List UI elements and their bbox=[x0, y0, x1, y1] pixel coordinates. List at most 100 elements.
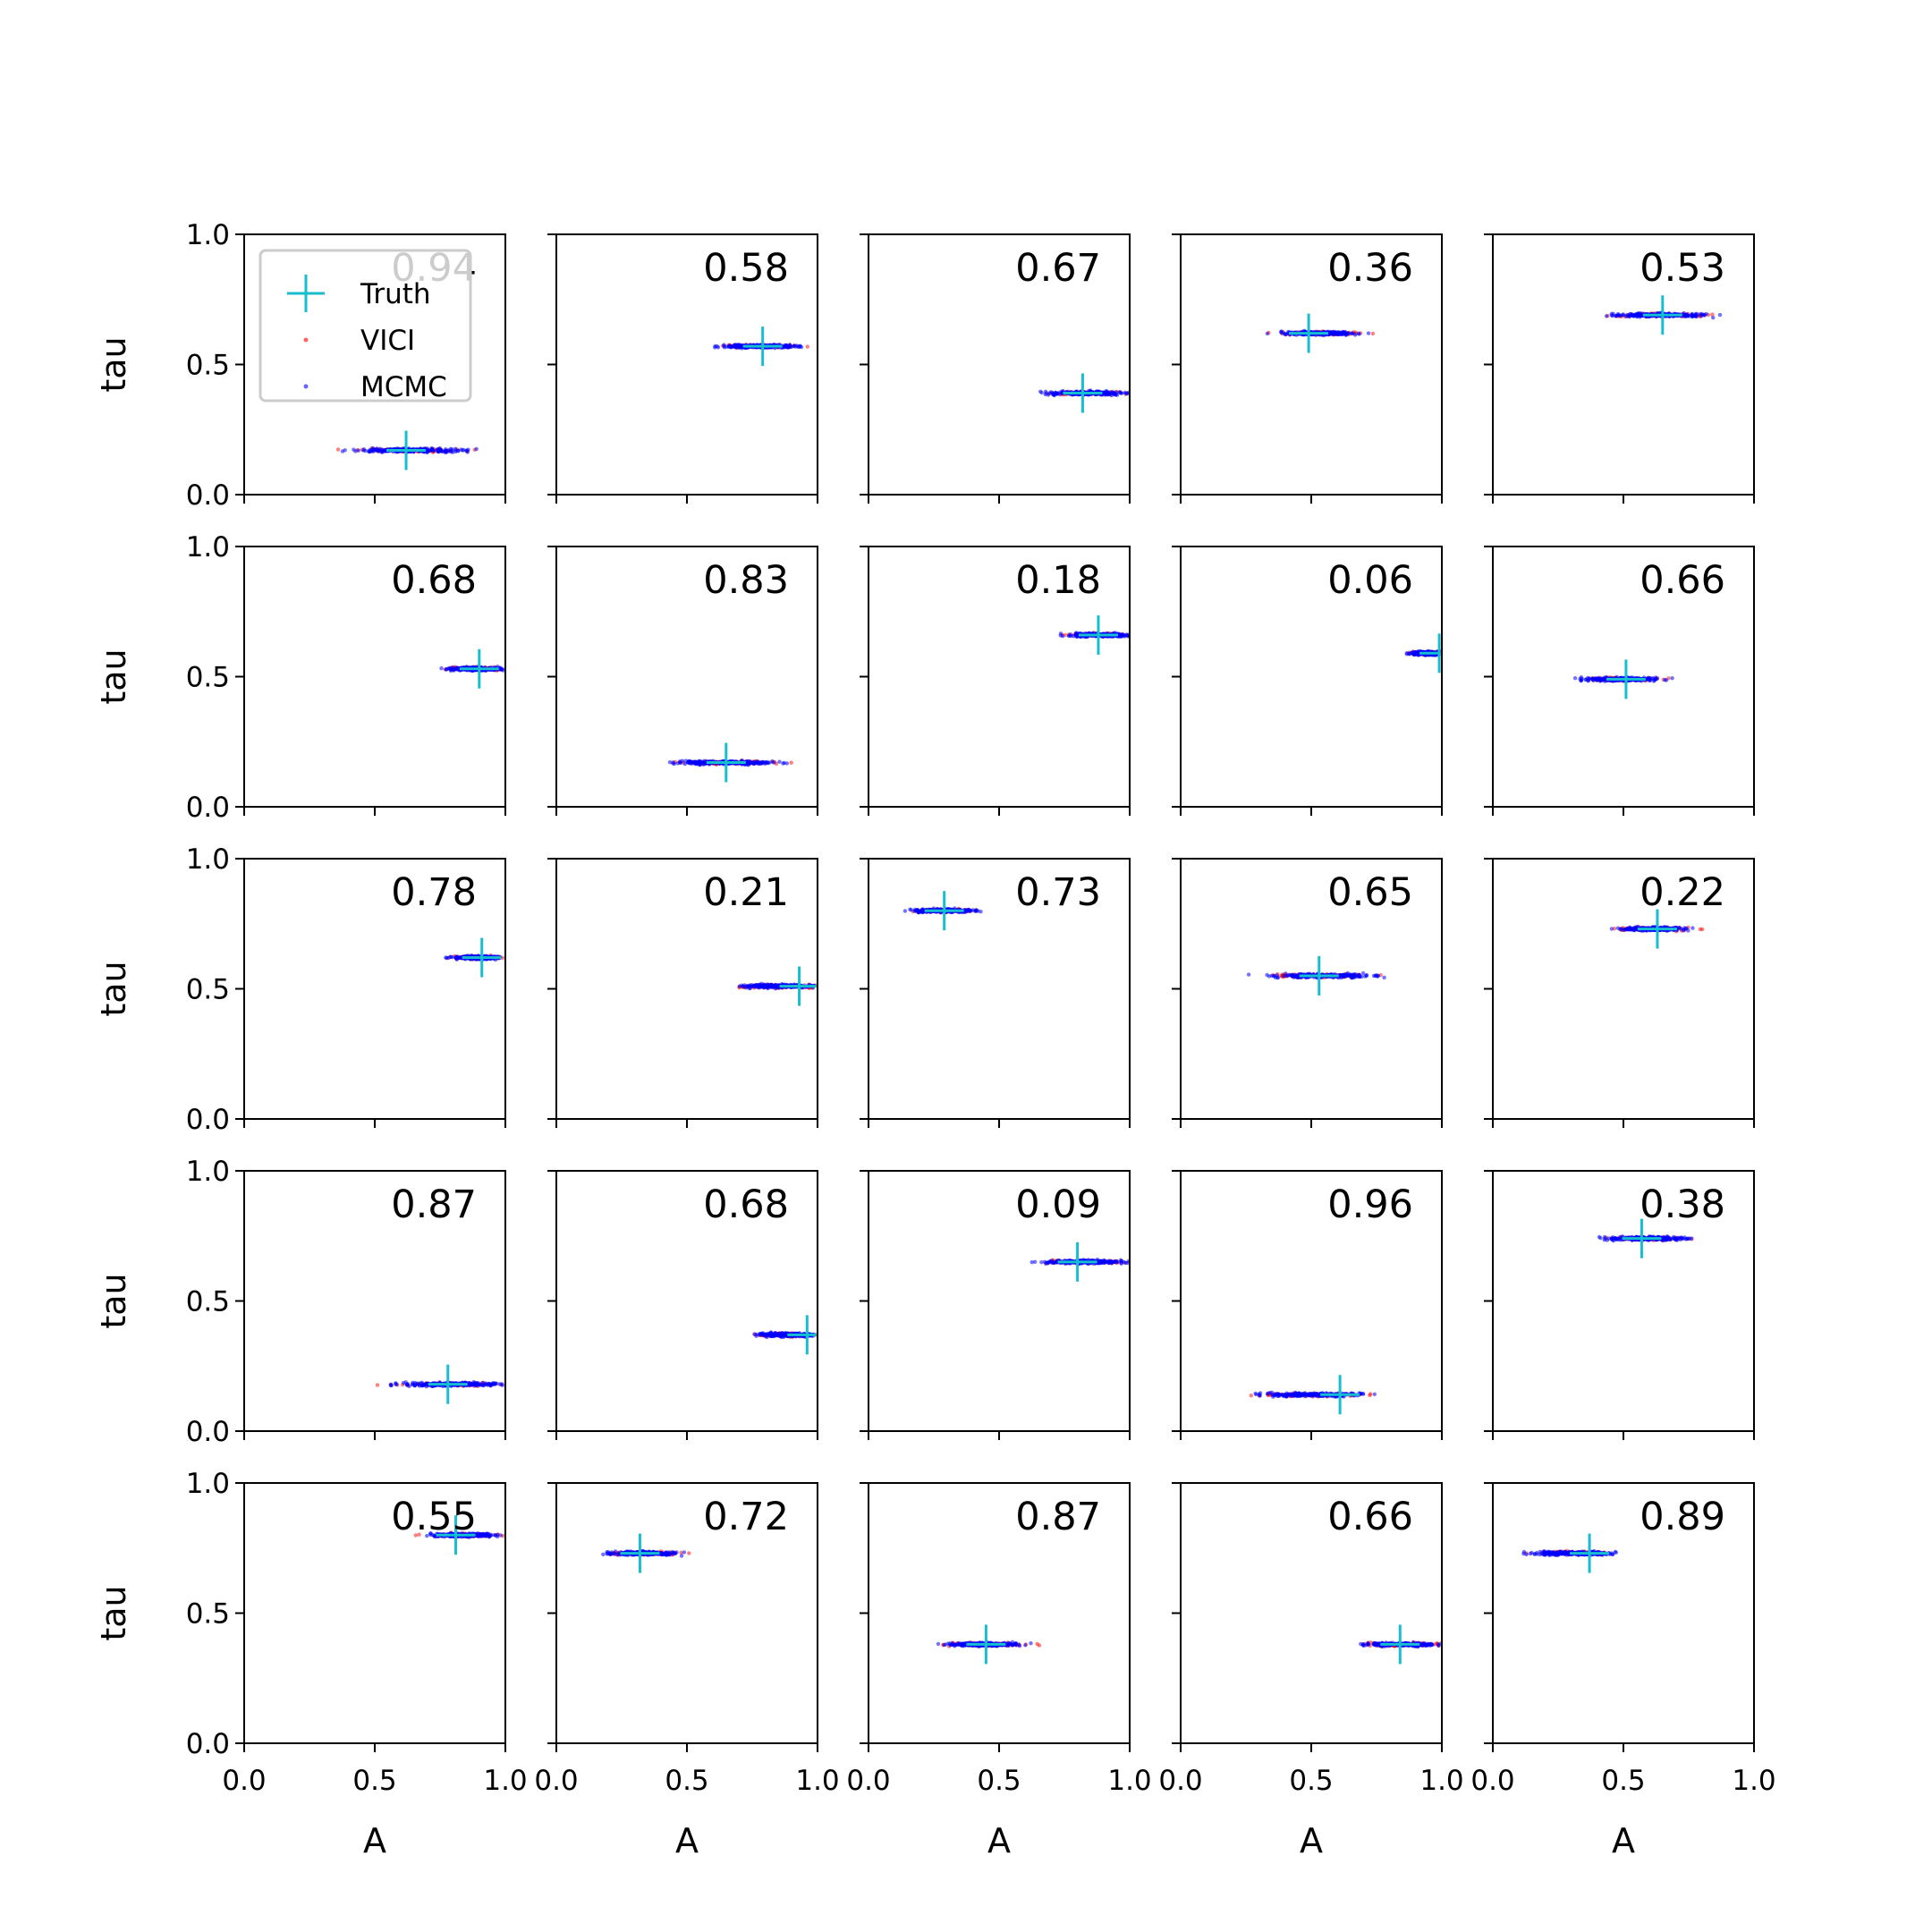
mcmc-point bbox=[672, 761, 677, 767]
panel-annotation: 0.22 bbox=[1640, 870, 1725, 915]
plot-area bbox=[902, 891, 983, 931]
panel-annotation: 0.53 bbox=[1640, 246, 1725, 291]
mcmc-point bbox=[444, 667, 448, 672]
mcmc-point bbox=[1341, 332, 1345, 336]
mcmc-point bbox=[1670, 676, 1674, 681]
mcmc-point bbox=[1058, 633, 1063, 638]
mcmc-point bbox=[979, 910, 983, 914]
mcmc-point bbox=[1664, 678, 1669, 682]
mcmc-point bbox=[1711, 316, 1716, 320]
mcmc-point bbox=[737, 345, 741, 350]
vici-point bbox=[375, 1383, 380, 1387]
panel-r1-c4: 0.66 bbox=[1484, 546, 1755, 816]
mcmc-point bbox=[1677, 926, 1682, 930]
panel-r2-c3: 0.65 bbox=[1172, 858, 1443, 1128]
mcmc-point bbox=[686, 759, 691, 765]
mcmc-point bbox=[1594, 677, 1599, 682]
mcmc-point bbox=[456, 955, 462, 960]
mcmc-point bbox=[474, 446, 479, 452]
y-tick-label: 0.5 bbox=[186, 350, 230, 382]
mcmc-point bbox=[667, 760, 673, 765]
mcmc-point bbox=[1360, 970, 1366, 976]
mcmc-point bbox=[970, 908, 976, 912]
plot-area bbox=[1572, 659, 1674, 699]
mcmc-point bbox=[713, 345, 717, 350]
mcmc-point bbox=[1382, 975, 1386, 980]
mcmc-point bbox=[1358, 974, 1362, 979]
mcmc-point bbox=[1654, 675, 1658, 680]
panel-annotation: 0.78 bbox=[391, 870, 477, 915]
mcmc-point bbox=[1279, 329, 1284, 335]
mcmc-point bbox=[751, 761, 756, 766]
vici-point bbox=[805, 344, 809, 349]
mcmc-point bbox=[1071, 634, 1076, 639]
mcmc-point bbox=[1614, 314, 1618, 318]
plot-area bbox=[737, 966, 818, 1006]
y-tick-label: 0.0 bbox=[186, 792, 230, 824]
mcmc-point bbox=[756, 985, 760, 990]
mcmc-point bbox=[1055, 392, 1060, 396]
mcmc-point bbox=[1407, 651, 1411, 656]
mcmc-point bbox=[352, 447, 356, 452]
mcmc-point bbox=[1246, 972, 1251, 977]
panel-annotation: 0.21 bbox=[703, 870, 789, 915]
panel-r2-c4: 0.22 bbox=[1484, 858, 1755, 1128]
mcmc-point bbox=[798, 344, 802, 349]
panel-annotation: 0.36 bbox=[1327, 246, 1413, 291]
mcmc-point bbox=[1112, 391, 1116, 395]
mcmc-point bbox=[675, 761, 681, 766]
mcmc-point bbox=[1586, 675, 1590, 681]
mcmc-point bbox=[437, 448, 442, 453]
y-axis-label: tau bbox=[94, 961, 133, 1016]
mcmc-point bbox=[379, 449, 385, 453]
panel-r2-c2: 0.73 bbox=[860, 858, 1131, 1128]
y-axis-label: tau bbox=[94, 648, 133, 704]
mcmc-point bbox=[1341, 972, 1345, 978]
mcmc-point bbox=[1075, 634, 1080, 639]
mcmc-point bbox=[1639, 313, 1644, 318]
mcmc-point bbox=[1635, 314, 1640, 318]
mcmc-point bbox=[1682, 928, 1686, 932]
mcmc-point bbox=[1125, 391, 1130, 395]
panel-r0-c4: 0.53 bbox=[1484, 233, 1755, 504]
plot-area bbox=[439, 648, 505, 689]
mcmc-point bbox=[908, 907, 912, 911]
mcmc-point bbox=[431, 447, 436, 453]
mcmc-point bbox=[448, 446, 453, 451]
mcmc-point bbox=[1356, 331, 1361, 335]
panel-r0-c1: 0.58 bbox=[547, 233, 818, 504]
mcmc-point bbox=[376, 449, 380, 453]
mcmc-point bbox=[698, 759, 702, 765]
mcmc-point bbox=[964, 908, 969, 912]
mcmc-point bbox=[1615, 926, 1621, 930]
mcmc-point bbox=[1285, 973, 1290, 979]
plot-area bbox=[1246, 955, 1386, 996]
mcmc-point bbox=[361, 448, 366, 453]
mcmc-point bbox=[1119, 391, 1123, 395]
mcmc-point bbox=[745, 984, 750, 988]
vici-point bbox=[335, 447, 341, 452]
mcmc-point bbox=[1283, 332, 1287, 336]
mcmc-point bbox=[1345, 973, 1350, 979]
plot-area bbox=[1265, 313, 1376, 353]
mcmc-point bbox=[770, 985, 775, 990]
mcmc-point bbox=[1684, 313, 1690, 318]
mcmc-point bbox=[1623, 928, 1627, 932]
plot-area bbox=[335, 430, 479, 470]
mcmc-point bbox=[765, 985, 769, 989]
mcmc-point bbox=[1265, 331, 1270, 336]
panel-r0-c2: 0.67 bbox=[860, 233, 1131, 504]
mcmc-point bbox=[752, 983, 757, 988]
mcmc-point bbox=[759, 984, 764, 988]
y-tick-label: 1.0 bbox=[186, 843, 230, 876]
mcmc-point bbox=[902, 909, 908, 913]
mcmc-point bbox=[693, 759, 698, 764]
panel-annotation: 0.83 bbox=[703, 558, 789, 603]
plot-area bbox=[667, 742, 793, 783]
mcmc-point bbox=[1275, 973, 1279, 978]
mcmc-point bbox=[1104, 388, 1109, 394]
